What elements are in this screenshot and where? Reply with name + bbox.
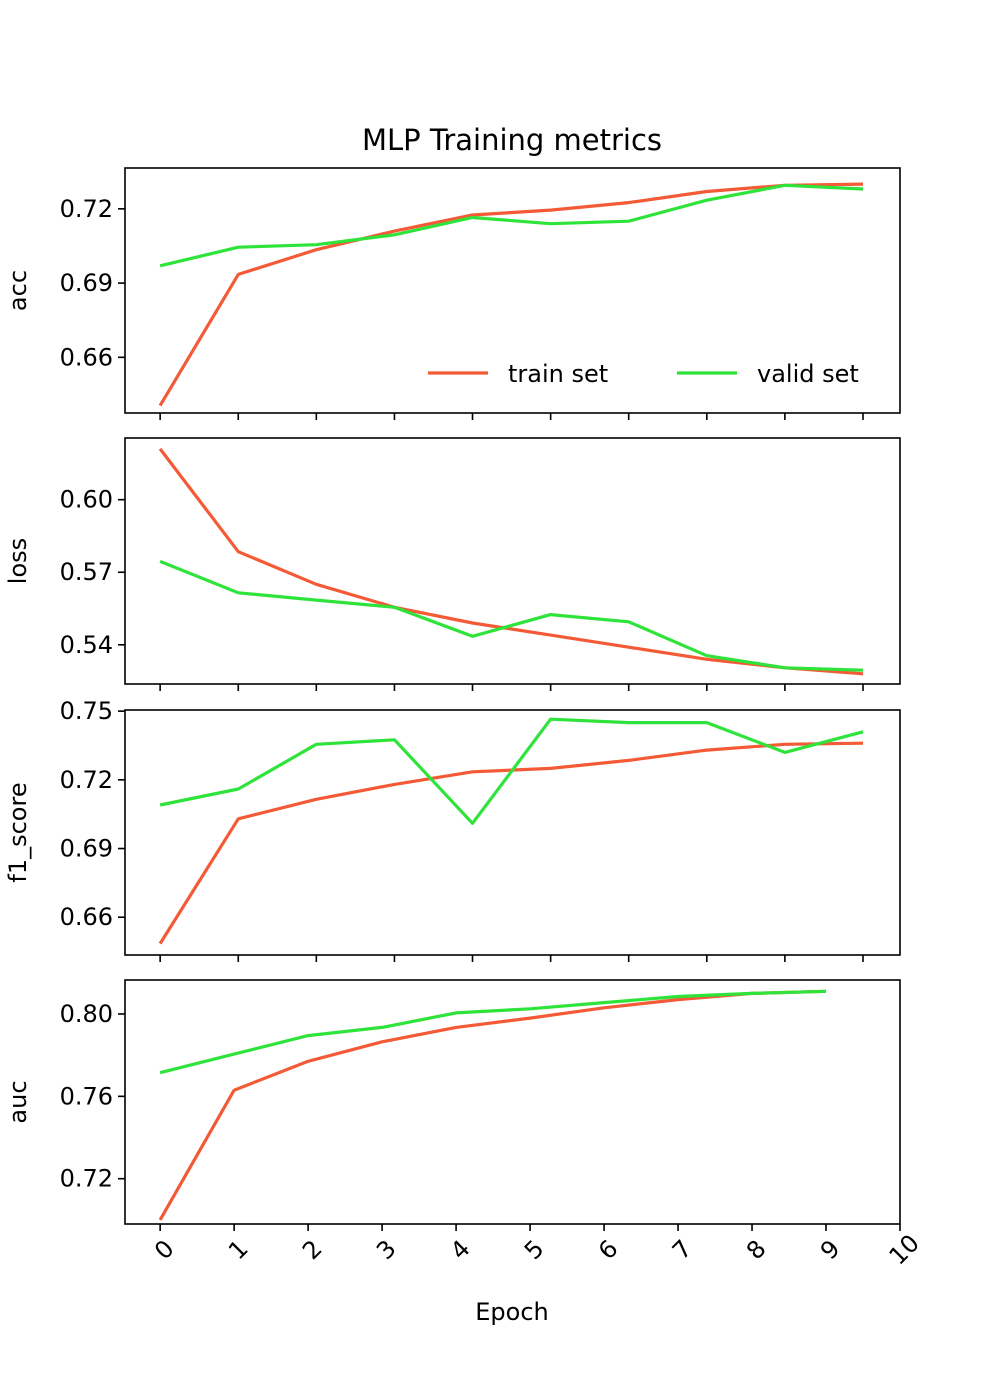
acc-y-tick-label: 0.66 bbox=[60, 343, 113, 371]
x-tick-label: 1 bbox=[223, 1234, 254, 1265]
loss-y-tick-label: 0.54 bbox=[60, 631, 113, 659]
auc-valid-line bbox=[159, 989, 827, 1075]
loss-axes-frame bbox=[124, 437, 901, 685]
subplot-loss: 0.54 0.57 0.60 loss bbox=[4, 437, 901, 691]
auc-y-tick-label: 0.76 bbox=[60, 1082, 113, 1110]
x-tick-label: 3 bbox=[371, 1234, 402, 1265]
f1_score-y-axis-label: f1_score bbox=[4, 782, 32, 882]
loss-valid-line bbox=[159, 559, 864, 672]
auc-train-line bbox=[158, 989, 827, 1221]
x-tick-label: 8 bbox=[741, 1234, 772, 1265]
f1_score-y-tick-label: 0.75 bbox=[60, 697, 113, 725]
x-tick-label: 2 bbox=[297, 1234, 328, 1265]
subplot-f1_score: 0.66 0.69 0.72 0.75 f1_score bbox=[4, 697, 901, 962]
f1_score-valid-line bbox=[159, 717, 864, 825]
auc-y-tick-label: 0.80 bbox=[60, 1000, 113, 1028]
subplot-acc: 0.66 0.69 0.72 acc train set valid set bbox=[4, 167, 901, 420]
acc-valid-line bbox=[159, 183, 864, 268]
legend-label-valid: valid set bbox=[757, 360, 859, 388]
acc-axes-frame bbox=[124, 167, 901, 414]
x-tick-label: 5 bbox=[519, 1234, 550, 1265]
loss-y-tick-label: 0.60 bbox=[60, 486, 113, 514]
acc-y-tick-label: 0.72 bbox=[60, 195, 113, 223]
x-tick-label: 4 bbox=[445, 1234, 476, 1265]
loss-y-tick-label: 0.57 bbox=[60, 558, 113, 586]
x-tick-label: 6 bbox=[593, 1234, 624, 1265]
x-tick-label: 0 bbox=[149, 1234, 180, 1265]
x-axis-label: Epoch bbox=[475, 1298, 549, 1326]
f1_score-y-tick-label: 0.72 bbox=[60, 766, 113, 794]
x-tick-label: 10 bbox=[884, 1229, 925, 1270]
f1_score-y-tick-label: 0.69 bbox=[60, 835, 113, 863]
auc-axes-frame bbox=[124, 979, 901, 1225]
loss-y-axis-label: loss bbox=[4, 538, 32, 584]
acc-y-tick-label: 0.69 bbox=[60, 269, 113, 297]
legend: train set valid set bbox=[428, 360, 859, 388]
acc-train-line bbox=[158, 182, 864, 407]
auc-y-axis-label: auc bbox=[4, 1080, 32, 1123]
x-tick-label: 7 bbox=[667, 1234, 698, 1265]
auc-y-tick-label: 0.72 bbox=[60, 1165, 113, 1193]
subplot-auc: 0.72 0.76 0.80 auc 0 1 2 3 4 5 6 7 8 9 10 bbox=[4, 979, 925, 1270]
loss-train-line bbox=[158, 447, 864, 676]
f1_score-axes-frame bbox=[124, 709, 901, 956]
acc-y-axis-label: acc bbox=[4, 270, 32, 311]
x-tick-label: 9 bbox=[815, 1234, 846, 1265]
chart-title: MLP Training metrics bbox=[362, 123, 662, 157]
f1_score-y-tick-label: 0.66 bbox=[60, 903, 113, 931]
legend-label-train: train set bbox=[508, 360, 608, 388]
